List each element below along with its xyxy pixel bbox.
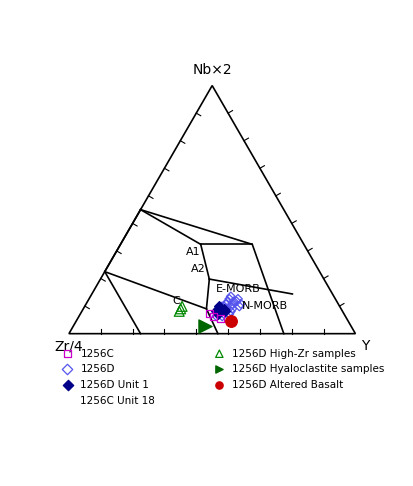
Point xyxy=(225,310,232,318)
Text: 1256C: 1256C xyxy=(80,349,114,359)
Point xyxy=(227,302,233,310)
Point xyxy=(224,297,231,305)
Point xyxy=(176,308,182,315)
Point xyxy=(213,308,219,315)
Text: E-MORB: E-MORB xyxy=(215,284,260,294)
Text: Zr/4: Zr/4 xyxy=(55,339,83,353)
Point xyxy=(213,312,219,320)
Point xyxy=(220,310,226,318)
Point xyxy=(237,300,244,308)
Point xyxy=(216,308,222,315)
Point xyxy=(214,310,221,318)
Point xyxy=(216,382,222,389)
Point xyxy=(216,302,222,310)
Text: 1256C Unit 18: 1256C Unit 18 xyxy=(80,396,155,406)
Point xyxy=(216,350,222,358)
Point xyxy=(64,350,71,358)
Text: Nb×2: Nb×2 xyxy=(192,63,231,77)
Point xyxy=(218,302,225,310)
Point xyxy=(211,310,218,318)
Point xyxy=(235,302,242,310)
Point xyxy=(223,300,229,308)
Point xyxy=(233,297,239,305)
Text: A1: A1 xyxy=(186,247,200,257)
Point xyxy=(227,317,233,325)
Point xyxy=(210,312,216,320)
Text: Y: Y xyxy=(361,339,369,353)
Point xyxy=(64,397,71,405)
Text: A2: A2 xyxy=(190,264,205,274)
Point xyxy=(213,308,219,315)
Point xyxy=(217,305,223,313)
Point xyxy=(217,315,223,323)
Text: N-MORB: N-MORB xyxy=(242,301,287,312)
Point xyxy=(227,308,233,315)
Point xyxy=(206,310,212,318)
Point xyxy=(216,365,222,373)
Text: 1256D Hyaloclastite samples: 1256D Hyaloclastite samples xyxy=(232,364,384,375)
Text: 1256D: 1256D xyxy=(80,364,115,375)
Point xyxy=(214,310,221,318)
Point xyxy=(225,295,232,303)
Point xyxy=(177,305,183,313)
Text: C: C xyxy=(172,296,180,306)
Point xyxy=(64,365,71,373)
Text: 1256D Unit 1: 1256D Unit 1 xyxy=(80,380,149,390)
Text: 1256D Altered Basalt: 1256D Altered Basalt xyxy=(232,380,343,390)
Point xyxy=(178,302,185,310)
Point xyxy=(221,308,228,315)
Point xyxy=(201,322,208,330)
Point xyxy=(218,312,225,320)
Point xyxy=(221,308,228,315)
Text: 1256D High-Zr samples: 1256D High-Zr samples xyxy=(232,349,355,359)
Point xyxy=(208,310,215,318)
Point xyxy=(220,305,226,313)
Point xyxy=(216,308,222,315)
Point xyxy=(230,297,236,305)
Point xyxy=(228,305,235,313)
Point xyxy=(214,305,221,313)
Point xyxy=(227,293,233,300)
Point xyxy=(217,305,223,313)
Point xyxy=(223,305,229,313)
Point xyxy=(234,295,241,303)
Point xyxy=(228,300,235,308)
Point xyxy=(64,382,71,389)
